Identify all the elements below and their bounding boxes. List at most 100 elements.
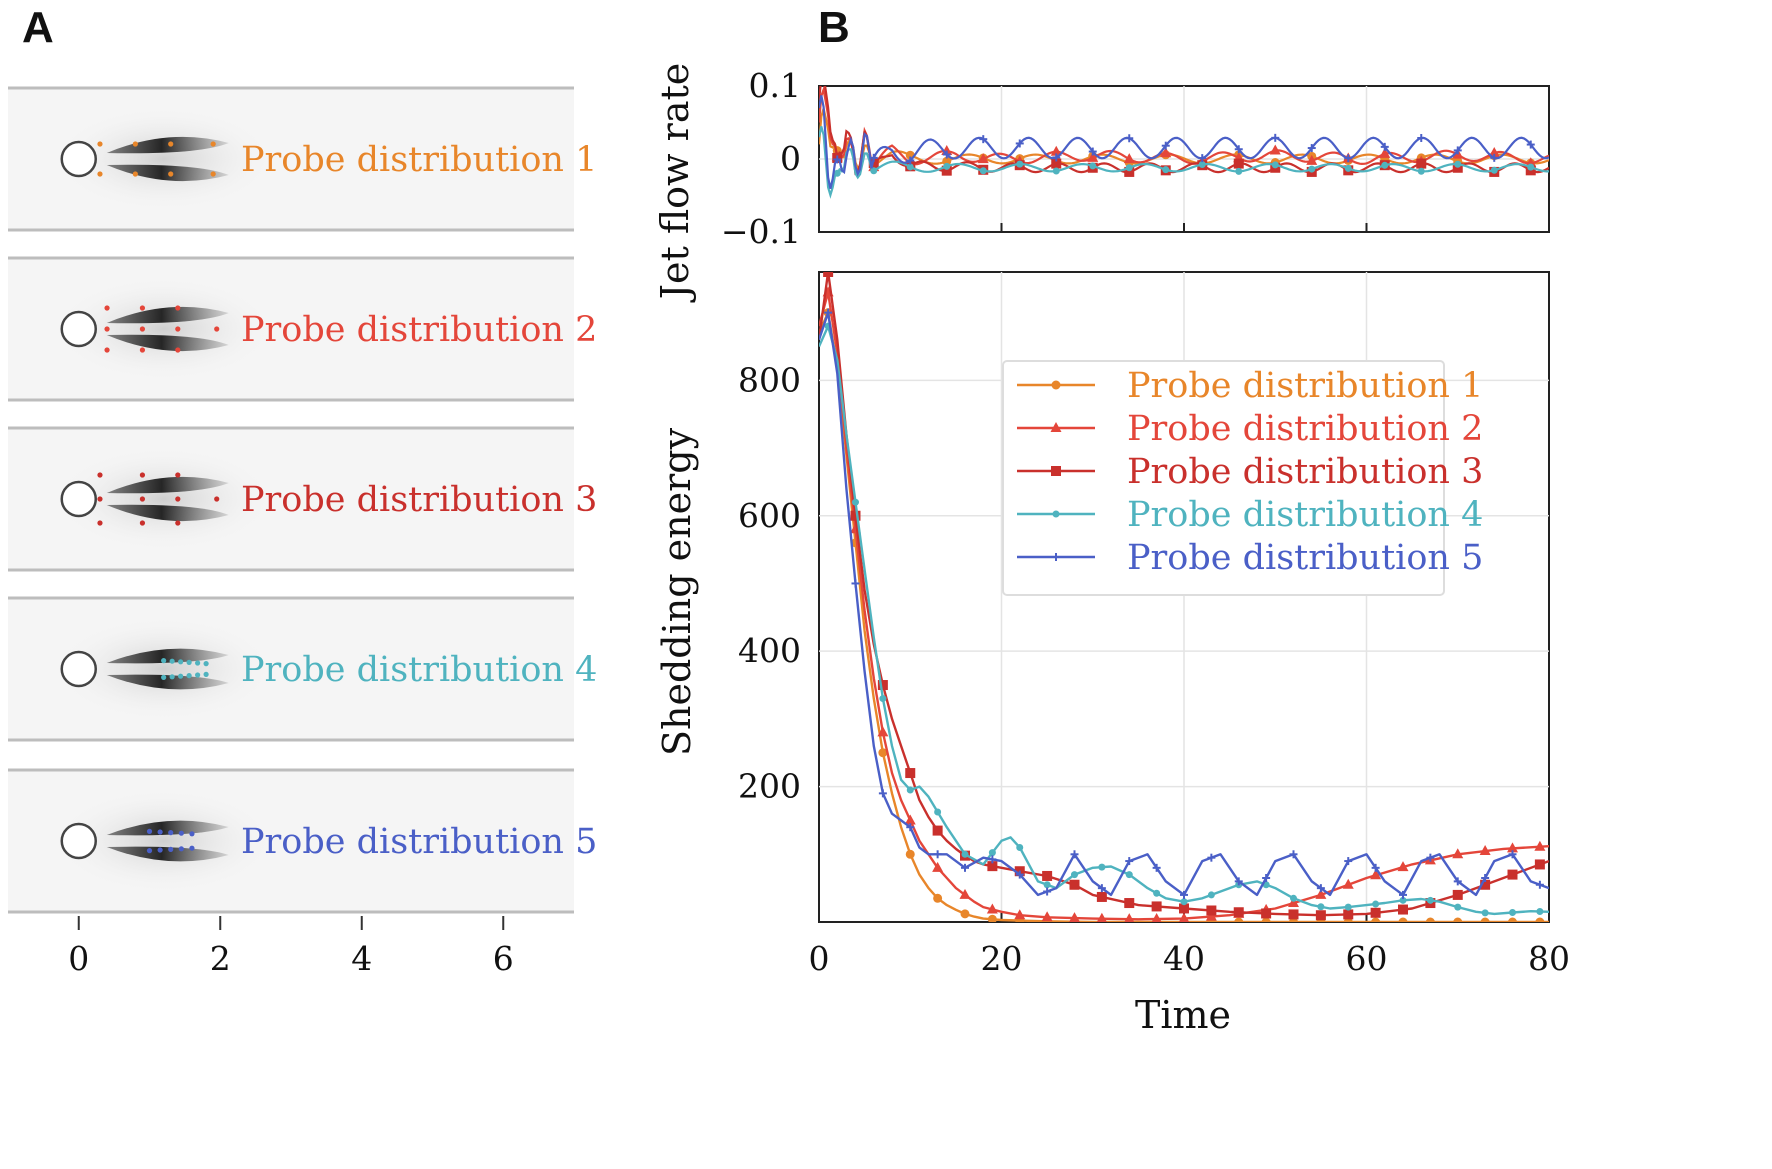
data-point <box>1271 133 1280 142</box>
probe-point <box>157 829 163 835</box>
upper-shear-layer <box>106 820 229 836</box>
probe-point <box>203 671 209 678</box>
data-point <box>1417 133 1426 142</box>
data-point <box>941 165 952 176</box>
data-point <box>1379 147 1391 158</box>
data-point <box>1289 850 1298 859</box>
cylinder <box>60 310 97 348</box>
data-point <box>1315 910 1326 921</box>
data-point <box>1507 842 1518 853</box>
data-point <box>1180 890 1188 899</box>
y-tick-label: −0.1 <box>721 212 801 251</box>
data-point <box>1042 870 1053 881</box>
data-point <box>1344 154 1353 163</box>
probe-point <box>169 658 175 664</box>
data-point <box>988 855 997 864</box>
probe-point <box>210 141 216 147</box>
data-point <box>1125 164 1133 172</box>
y-tick-label: 800 <box>738 360 801 399</box>
jet-flow-rate-chart: 0.1 0 −0.1 Jet flow rate <box>653 63 1550 303</box>
data-point <box>1233 907 1244 918</box>
probe-point <box>175 326 181 332</box>
data-point <box>1426 853 1435 862</box>
series-line-4 <box>819 126 1549 199</box>
probe-label-2: Probe distribution 2 <box>241 310 597 350</box>
probe-point <box>139 347 146 353</box>
data-point <box>1180 898 1188 906</box>
probe-point <box>139 520 146 526</box>
data-point <box>850 510 861 521</box>
data-point <box>1453 917 1463 922</box>
data-point <box>1315 888 1327 899</box>
series-line-3 <box>819 86 1549 176</box>
data-point <box>1162 166 1170 174</box>
probe-point <box>104 347 110 353</box>
data-point <box>1507 869 1518 880</box>
data-point <box>1178 912 1190 922</box>
series-group <box>819 86 1549 199</box>
data-point <box>1399 890 1407 899</box>
data-point <box>1307 144 1316 153</box>
data-point <box>1306 154 1318 165</box>
probe-row-2: Probe distribution 2 <box>8 256 597 402</box>
data-point <box>1234 917 1244 922</box>
data-point <box>960 909 970 919</box>
legend-label: Probe distribution 2 <box>1127 409 1483 449</box>
data-point <box>852 498 859 506</box>
probe-label-3: Probe distribution 3 <box>241 480 597 520</box>
data-point <box>1308 165 1316 173</box>
data-point <box>1207 891 1215 899</box>
data-point <box>833 169 841 177</box>
legend-item-5: Probe distribution 5 <box>1017 538 1483 578</box>
legend-label: Probe distribution 5 <box>1127 538 1483 578</box>
probe-row-4: Probe distribution 4 <box>8 596 597 742</box>
data-point <box>1452 889 1463 900</box>
data-point <box>1426 896 1434 904</box>
data-point <box>1051 466 1061 476</box>
probe-point <box>203 661 209 667</box>
y-tick-label: 200 <box>738 767 801 806</box>
data-point <box>1153 889 1161 897</box>
data-point <box>1398 904 1408 915</box>
probe-point <box>157 847 163 853</box>
cylinder <box>60 480 97 518</box>
data-point <box>1234 145 1243 154</box>
data-point <box>1344 857 1353 866</box>
data-point <box>1071 871 1078 879</box>
data-point <box>1452 848 1464 859</box>
data-point <box>904 814 916 825</box>
probe-point <box>178 673 184 679</box>
data-point <box>1124 913 1135 922</box>
data-point <box>1262 873 1271 882</box>
data-point <box>1161 141 1170 150</box>
data-point <box>987 914 997 922</box>
data-point <box>1453 877 1462 886</box>
data-point <box>1480 917 1490 922</box>
probe-point <box>97 141 103 147</box>
probe-point <box>214 496 220 502</box>
probe-point <box>175 496 181 502</box>
x-tick-label: 4 <box>351 939 372 978</box>
y-axis-label: Jet flow rate <box>653 63 697 303</box>
wake-glow <box>53 789 274 893</box>
probe-point <box>214 326 220 332</box>
lower-shear-layer <box>106 846 229 862</box>
data-point <box>1015 870 1024 879</box>
data-point <box>1235 167 1243 175</box>
data-point <box>1508 850 1517 859</box>
x-tick-label: 6 <box>493 939 514 978</box>
series-line-1 <box>819 108 1549 170</box>
data-point <box>1536 908 1544 916</box>
probe-point <box>104 326 110 332</box>
data-point <box>1398 917 1408 922</box>
data-point <box>1342 878 1354 889</box>
data-point <box>932 825 943 836</box>
data-point <box>1015 139 1024 148</box>
y-tick-label: 400 <box>738 631 801 670</box>
shedding-energy-chart: 0 20 40 60 80 200 400 600 800 Time Shedding energy… <box>655 271 1570 1037</box>
data-point <box>943 162 951 170</box>
data-point <box>987 861 998 872</box>
probe-point <box>146 828 153 835</box>
